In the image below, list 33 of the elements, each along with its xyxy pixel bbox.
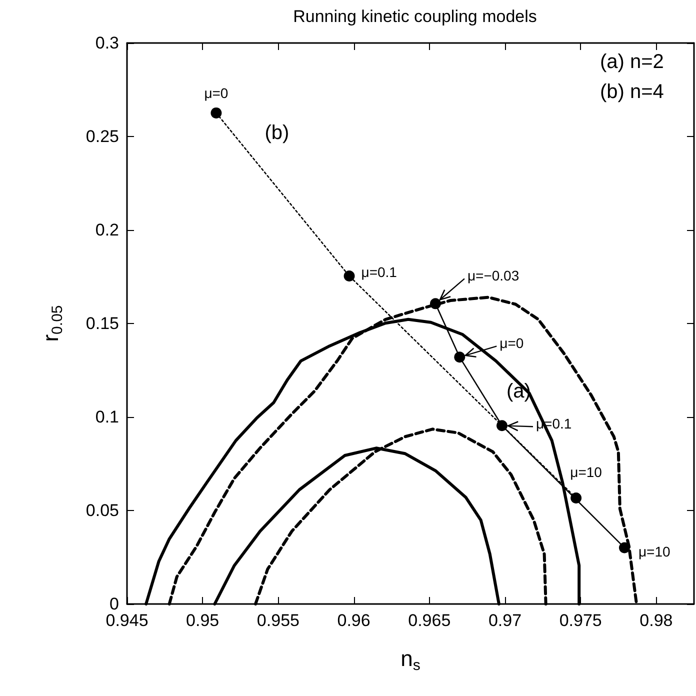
y-tick-label: 0.2	[95, 220, 119, 240]
y-tick-label: 0.15	[86, 314, 119, 333]
annotation: μ=10	[570, 464, 602, 480]
point	[454, 352, 466, 363]
y-tick-label: 0.25	[86, 127, 119, 146]
x-tick-label: 0.97	[488, 611, 522, 630]
annotation: μ=0	[204, 84, 228, 101]
x-tick-label: 0.96	[337, 611, 370, 630]
annotation: μ=0.1	[361, 264, 398, 280]
point	[344, 270, 355, 282]
y-axis-title: r0.05	[38, 305, 66, 342]
annotation: μ=−0.03	[467, 268, 520, 284]
x-tick-label: 0.975	[559, 611, 602, 630]
point	[210, 107, 222, 118]
x-tick-label: 0.965	[408, 611, 451, 630]
chart-title: Running kinetic coupling models	[293, 7, 537, 26]
y-tick-label: 0	[110, 594, 119, 614]
y-tick-label: 0.3	[95, 34, 119, 52]
annotation: μ=10	[638, 544, 670, 560]
y-tick-label: 0.1	[95, 408, 119, 426]
x-tick-label: 0.945	[106, 611, 148, 630]
annotation: μ=0	[500, 335, 524, 352]
point	[496, 420, 508, 432]
x-tick-label: 0.955	[256, 611, 300, 630]
point	[430, 298, 441, 310]
point	[570, 492, 582, 504]
x-tick-label: 0.98	[640, 611, 673, 630]
y-tick-label: 0.05	[86, 501, 119, 520]
point	[618, 542, 630, 554]
annotation: (a) n=2	[600, 51, 664, 73]
series-label: (b)	[264, 122, 290, 144]
x-tick-label: 0.95	[186, 611, 220, 630]
annotation: (b) n=4	[600, 81, 664, 103]
